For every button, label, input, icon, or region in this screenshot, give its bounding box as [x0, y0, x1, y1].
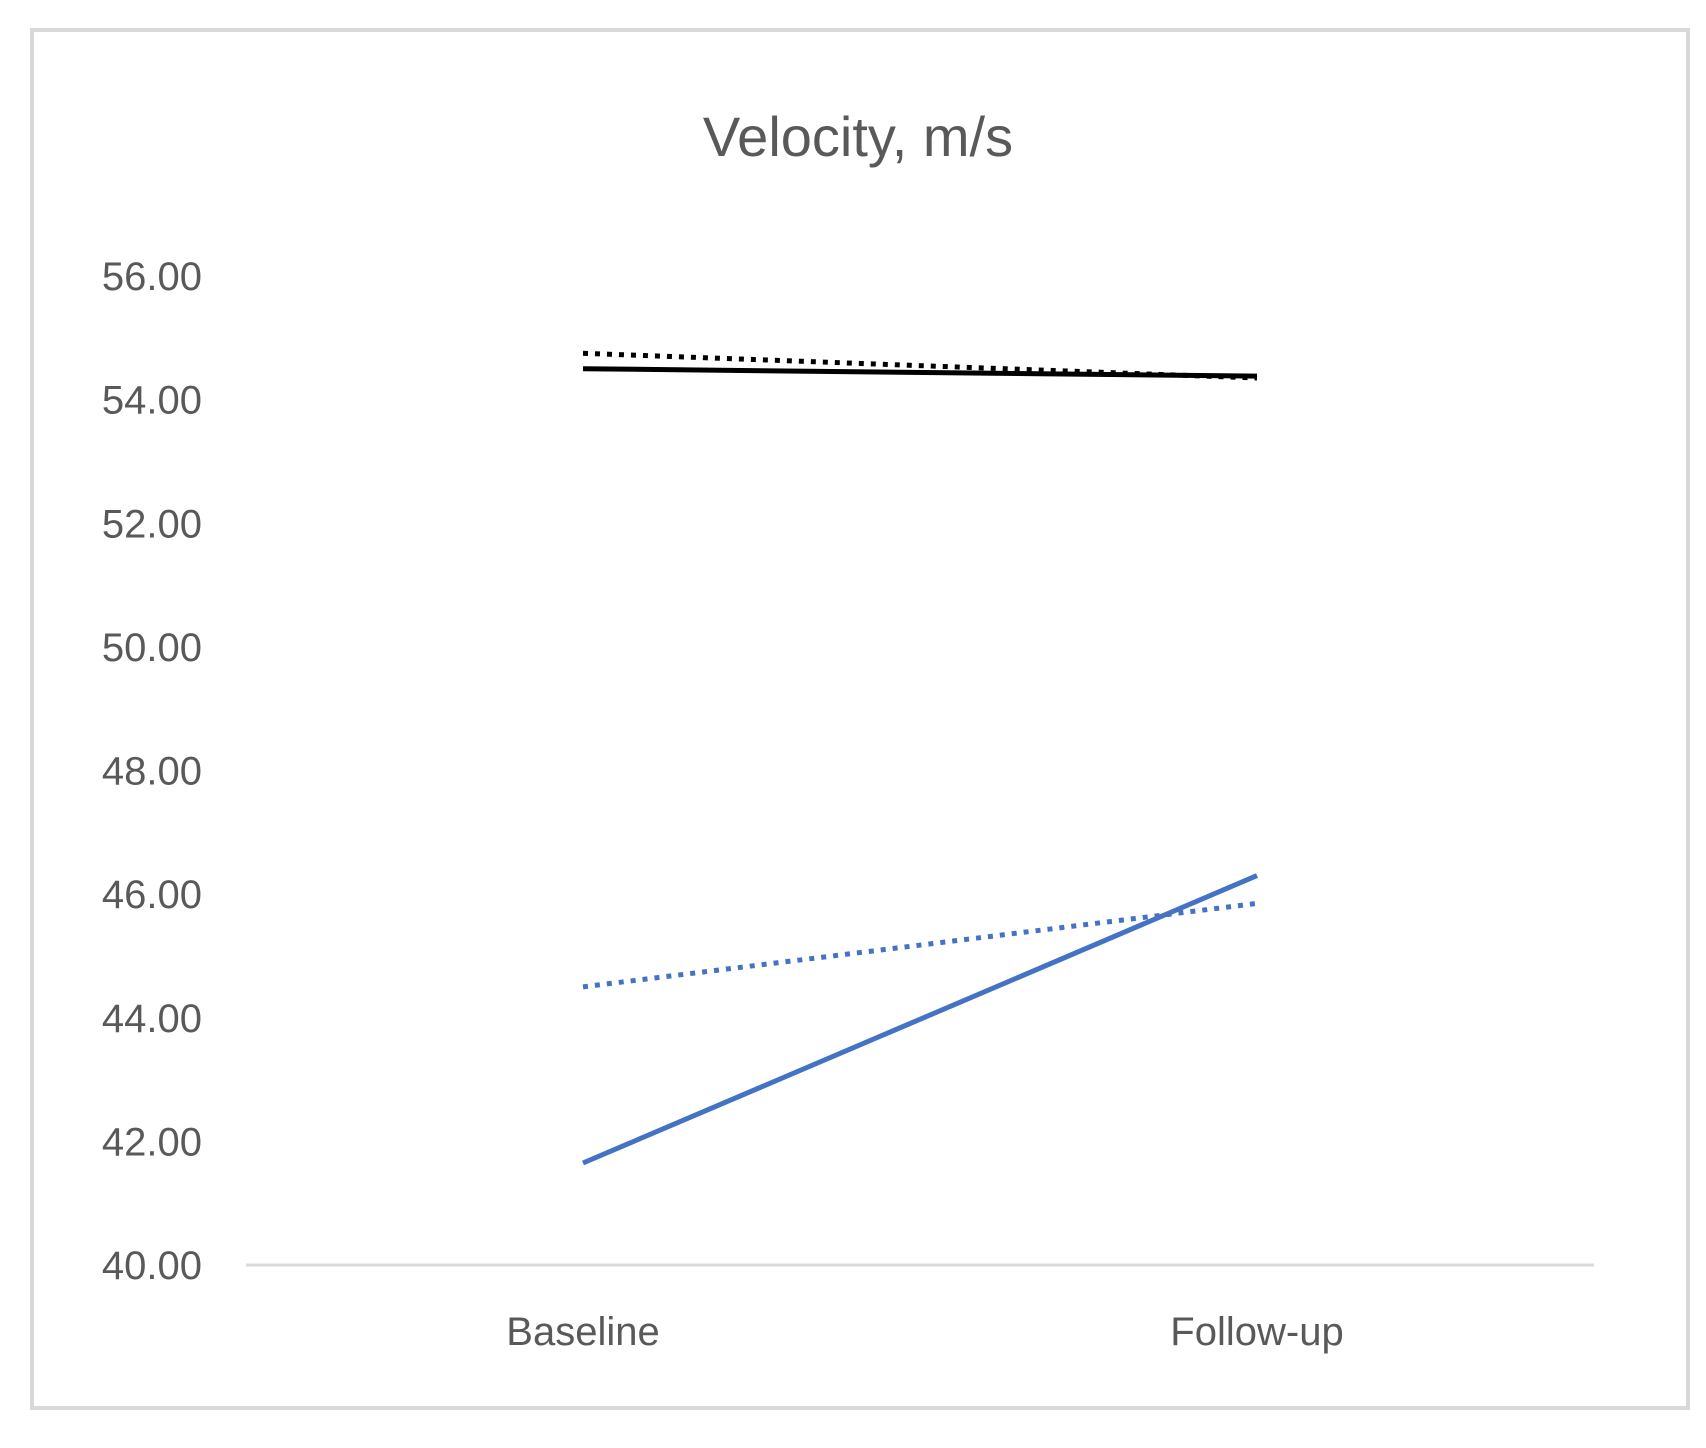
- y-tick-label: 56.00: [102, 255, 202, 299]
- y-tick-label: 46.00: [102, 873, 202, 917]
- x-axis-ticks: Baseline Follow-up: [506, 1310, 1343, 1354]
- x-tick-label: Follow-up: [1170, 1310, 1343, 1354]
- y-tick-label: 54.00: [102, 379, 202, 423]
- series-line-1: [582, 366, 1258, 379]
- series-lines: [582, 350, 1258, 1166]
- y-axis-ticks: 40.00 42.00 44.00 46.00 48.00 50.00 52.00 54.00…: [102, 255, 202, 1288]
- series-line-4: [582, 900, 1258, 990]
- y-tick-label: 50.00: [102, 626, 202, 670]
- chart-title: Velocity, m/s: [703, 105, 1013, 168]
- x-tick-label: Baseline: [506, 1310, 659, 1354]
- y-tick-label: 44.00: [102, 997, 202, 1041]
- series-line-2: [582, 350, 1258, 381]
- chart-frame: [30, 28, 1690, 1410]
- y-tick-label: 48.00: [102, 750, 202, 794]
- y-tick-label: 40.00: [102, 1244, 202, 1288]
- series-line-3: [582, 873, 1258, 1166]
- y-tick-label: 52.00: [102, 502, 202, 546]
- y-tick-label: 42.00: [102, 1120, 202, 1164]
